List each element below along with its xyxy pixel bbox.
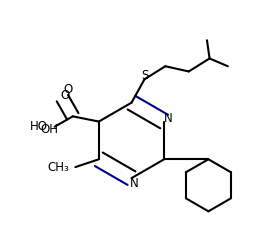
Text: S: S — [141, 69, 148, 82]
Text: N: N — [130, 177, 139, 190]
Text: CH₃: CH₃ — [47, 161, 69, 174]
Text: O: O — [64, 82, 73, 96]
Text: O: O — [60, 89, 70, 102]
Text: N: N — [164, 112, 173, 125]
Text: OH: OH — [41, 123, 58, 136]
Text: HO: HO — [30, 120, 48, 133]
